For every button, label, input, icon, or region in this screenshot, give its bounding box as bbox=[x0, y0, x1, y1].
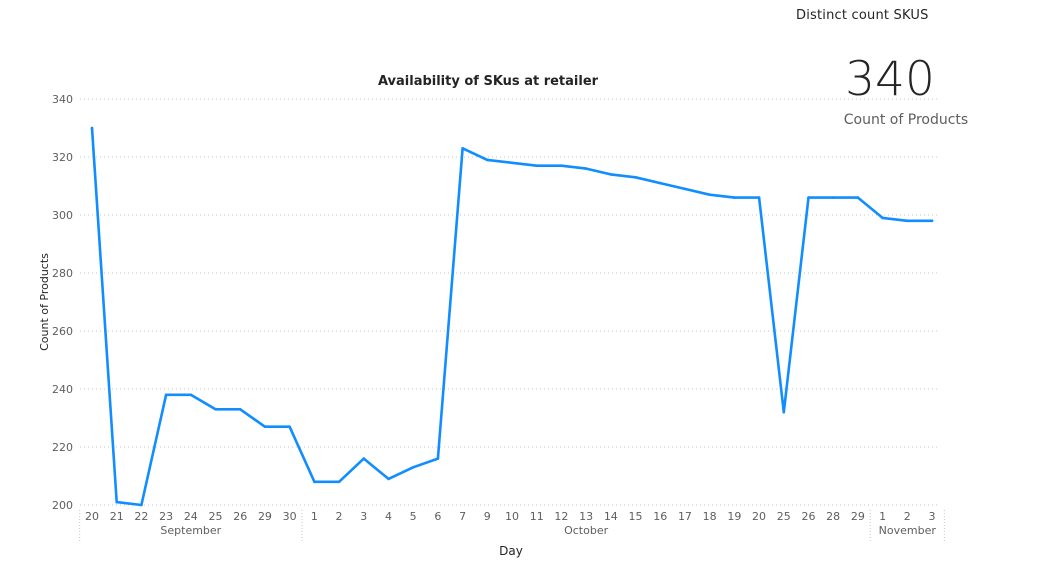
card-subtitle: Count of Products bbox=[843, 112, 969, 128]
data-point bbox=[856, 196, 860, 199]
x-tick-label: 3 bbox=[929, 510, 936, 523]
series-line bbox=[90, 126, 934, 507]
x-tick-label: 28 bbox=[826, 510, 840, 523]
x-tick-label: 2 bbox=[904, 510, 911, 523]
data-point bbox=[313, 480, 316, 484]
data-point bbox=[238, 408, 242, 411]
x-tick-label: 13 bbox=[579, 510, 593, 523]
data-point bbox=[510, 161, 514, 165]
x-tick-label: 16 bbox=[653, 510, 667, 523]
data-point bbox=[733, 196, 736, 199]
x-tick-label: 26 bbox=[233, 510, 247, 523]
series-group bbox=[90, 126, 934, 507]
x-tick-label: 4 bbox=[385, 510, 392, 523]
data-point bbox=[708, 193, 711, 196]
y-tick-label: 220 bbox=[52, 441, 73, 454]
data-point bbox=[90, 126, 94, 130]
x-tick-label: 23 bbox=[159, 510, 173, 523]
y-tick-label: 260 bbox=[52, 325, 73, 338]
data-point bbox=[609, 173, 613, 176]
x-tick-label: 1 bbox=[311, 510, 318, 523]
x-tick-label: 17 bbox=[678, 510, 692, 523]
y-tick-label: 340 bbox=[52, 93, 73, 106]
card-title: Distinct count SKUS bbox=[796, 8, 929, 23]
x-tick-label: 6 bbox=[434, 510, 441, 523]
data-point bbox=[782, 410, 786, 414]
x-tick-label: 29 bbox=[258, 510, 272, 523]
data-point bbox=[164, 393, 168, 397]
data-point bbox=[930, 219, 934, 223]
data-point bbox=[461, 147, 464, 150]
x-month-label: October bbox=[564, 524, 608, 537]
x-tick-label: 21 bbox=[110, 510, 124, 523]
y-tick-label: 320 bbox=[52, 151, 73, 164]
x-axis-label: Day bbox=[499, 544, 523, 558]
x-tick-label: 12 bbox=[554, 510, 568, 523]
y-tick-label: 280 bbox=[52, 267, 73, 280]
data-point bbox=[288, 425, 291, 429]
x-axis: 20 21 22 23 24 25 26 29 30 1 2 3 4 5 6 7 9 10 11 12 13 14 15 16… bbox=[85, 510, 936, 523]
x-month-label: November bbox=[879, 524, 937, 537]
data-point bbox=[411, 466, 415, 469]
y-axis-label: Count of Products bbox=[38, 253, 51, 351]
x-tick-label: 3 bbox=[360, 510, 367, 523]
data-point bbox=[807, 196, 810, 199]
data-point bbox=[214, 408, 217, 411]
x-tick-label: 2 bbox=[336, 510, 343, 523]
chart-title: Availability of SKus at retailer bbox=[378, 74, 599, 89]
data-point bbox=[535, 164, 539, 167]
card-value: 340 bbox=[845, 52, 935, 107]
x-tick-label: 25 bbox=[209, 510, 223, 523]
x-tick-label: 14 bbox=[604, 510, 618, 523]
x-tick-label: 5 bbox=[410, 510, 417, 523]
x-tick-label: 24 bbox=[184, 510, 198, 523]
x-tick-label: 20 bbox=[85, 510, 99, 523]
x-month-label: September bbox=[160, 524, 221, 537]
y-tick-label: 300 bbox=[52, 209, 73, 222]
data-point bbox=[485, 158, 489, 162]
data-point bbox=[362, 457, 366, 460]
data-point bbox=[831, 196, 835, 199]
data-point bbox=[683, 187, 687, 191]
x-tick-label: 30 bbox=[283, 510, 297, 523]
x-tick-label: 19 bbox=[727, 510, 741, 523]
data-point bbox=[436, 457, 440, 460]
data-point bbox=[584, 167, 588, 170]
x-axis-month-groups: September October November bbox=[79, 510, 945, 542]
x-tick-label: 10 bbox=[505, 510, 519, 523]
data-point bbox=[140, 503, 143, 507]
x-tick-label: 7 bbox=[459, 510, 466, 523]
y-axis: 200 220 240 260 280 300 320 340 bbox=[52, 93, 73, 512]
y-tick-label: 240 bbox=[52, 383, 73, 396]
data-point bbox=[189, 393, 193, 397]
data-point bbox=[658, 181, 662, 185]
x-tick-label: 1 bbox=[879, 510, 886, 523]
gridlines bbox=[80, 98, 940, 506]
data-point bbox=[115, 500, 119, 504]
x-tick-label: 26 bbox=[801, 510, 815, 523]
data-point bbox=[757, 196, 761, 199]
x-tick-label: 22 bbox=[134, 510, 148, 523]
data-point bbox=[905, 219, 909, 223]
data-point bbox=[263, 425, 267, 429]
data-point bbox=[634, 176, 637, 179]
data-point bbox=[387, 477, 390, 481]
data-point bbox=[881, 216, 884, 220]
y-tick-label: 200 bbox=[52, 499, 73, 512]
data-point bbox=[560, 164, 563, 167]
x-tick-label: 9 bbox=[484, 510, 491, 523]
data-point bbox=[337, 480, 341, 484]
x-tick-label: 18 bbox=[703, 510, 717, 523]
x-tick-label: 25 bbox=[777, 510, 791, 523]
x-tick-label: 20 bbox=[752, 510, 766, 523]
x-tick-label: 29 bbox=[851, 510, 865, 523]
x-tick-label: 11 bbox=[530, 510, 544, 523]
x-tick-label: 15 bbox=[629, 510, 643, 523]
